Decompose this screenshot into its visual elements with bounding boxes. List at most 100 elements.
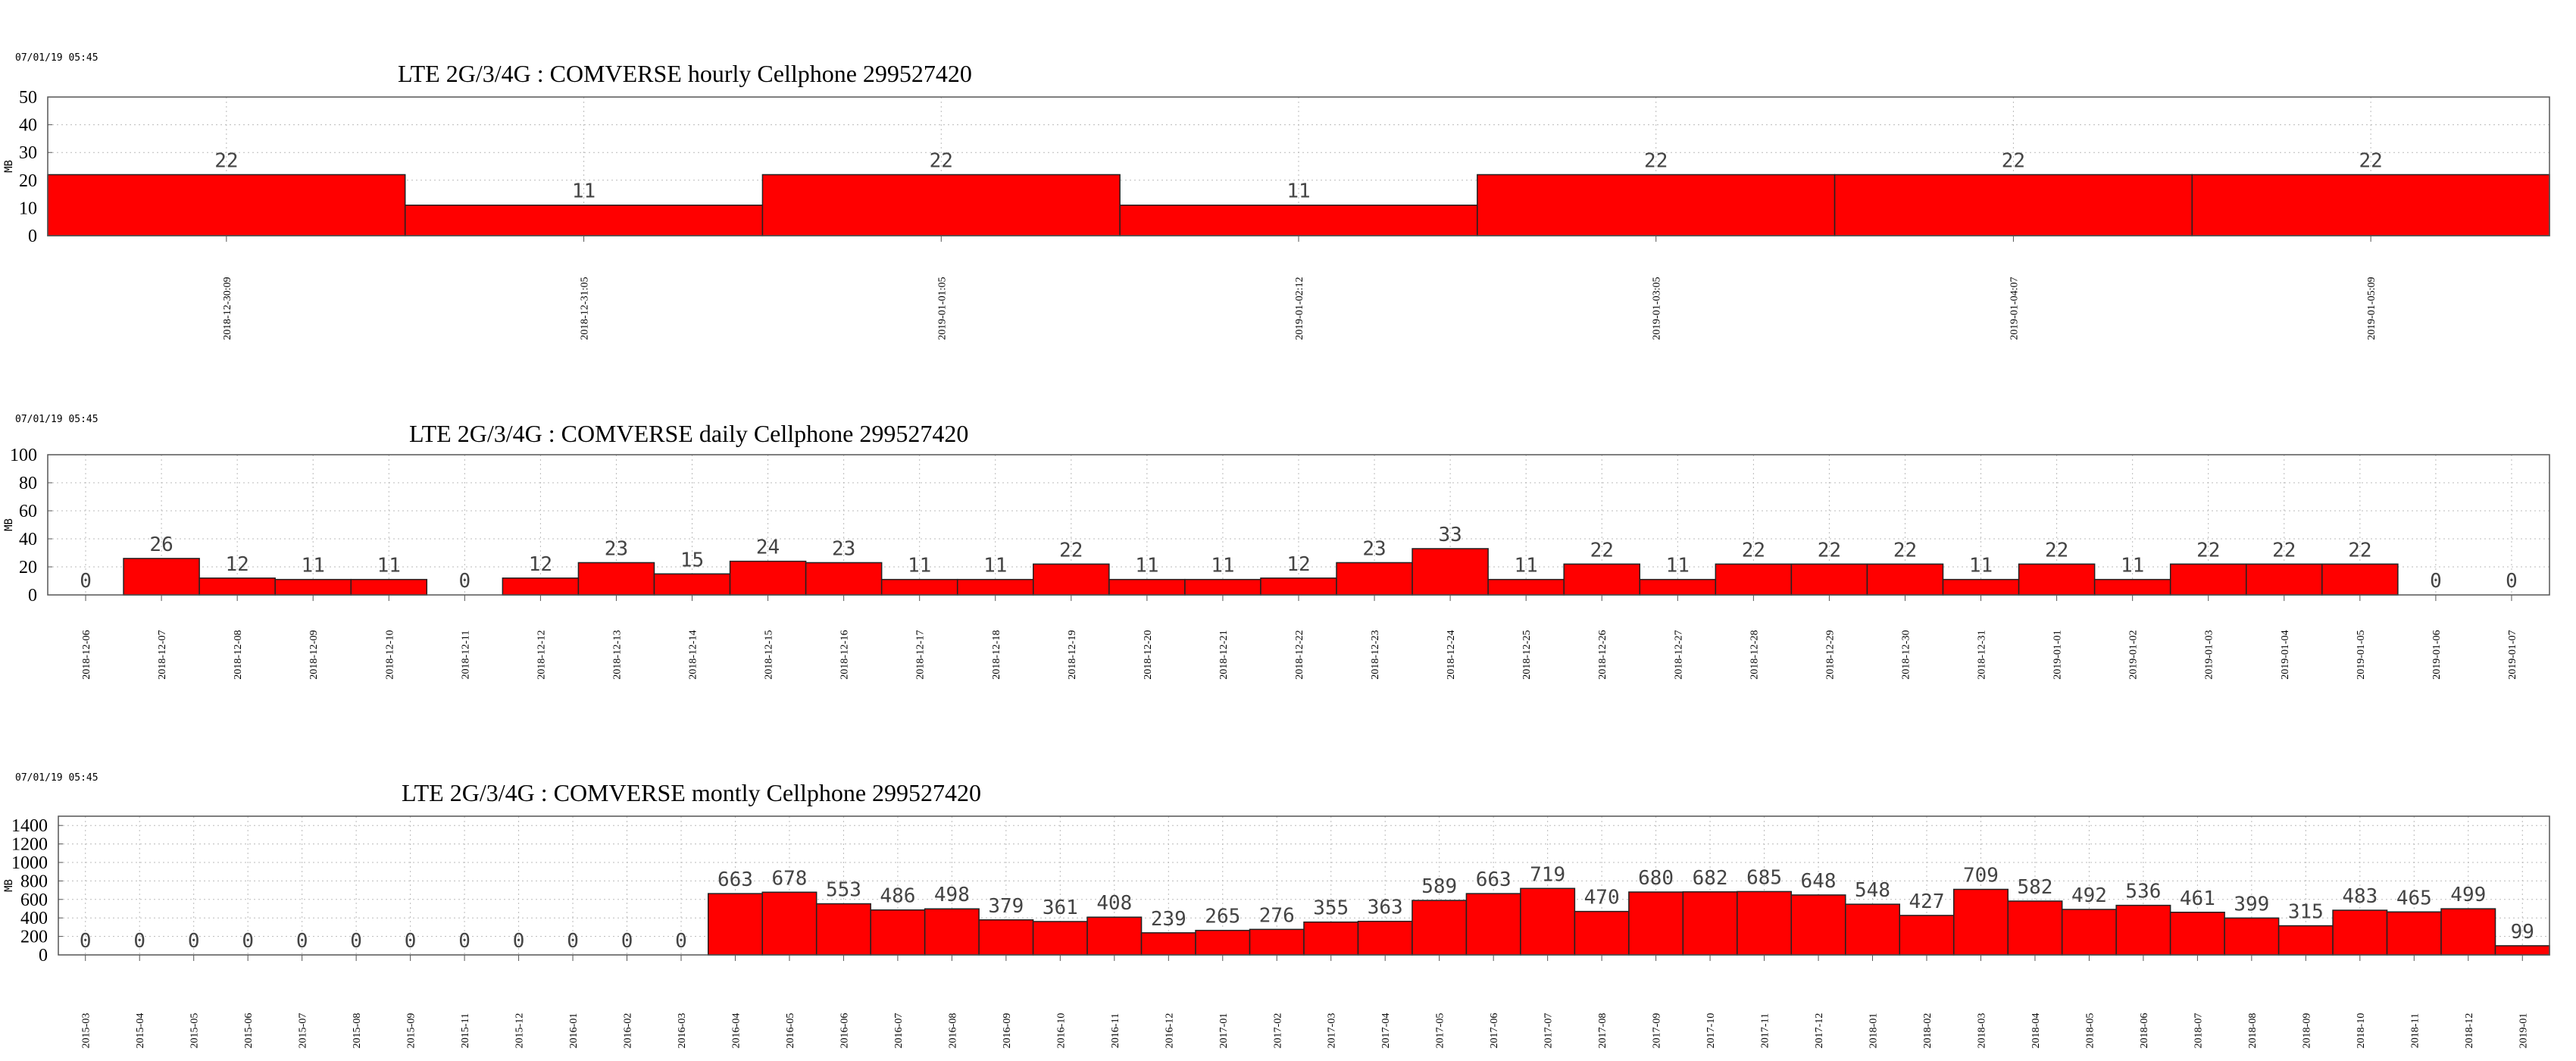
x-tick-label: 2018-02 [1922,1013,1934,1049]
x-tick-label: 2016-01 [568,1013,580,1049]
data-label: 11 [1135,555,1158,577]
x-tick-label: 2018-12-31:05 [580,277,591,340]
plot-frame [47,454,2550,596]
bar-2018-11 [2386,911,2442,956]
bar-2016-11 [1086,916,1143,956]
data-label: 0 [405,930,417,953]
x-tick-label: 2015-12 [514,1013,526,1049]
x-tick-label: 2017-02 [1272,1013,1283,1049]
data-label: 22 [2196,539,2220,562]
data-label: 265 [1205,906,1240,928]
bar-2017-11 [1737,890,1793,956]
bar-2017-02 [1249,928,1305,956]
x-tick-label: 2019-01-06 [2431,630,2443,679]
y-axis-label: MB [3,879,15,892]
x-tick-label: 2018-12-27 [1673,630,1684,679]
x-tick-label: 2018-12-29 [1824,630,1836,679]
bar-2017-09 [1628,891,1684,956]
x-tick-label: 2018-12-16 [839,630,851,679]
y-tick-label: 0 [28,227,37,246]
bar-2018-07 [2169,912,2225,956]
data-label: 11 [1515,555,1538,577]
bar-2017-12 [1790,894,1846,956]
chart-title: LTE 2G/3/4G : COMVERSE daily Cellphone 2… [409,420,968,447]
bar-2018-12-26 [1563,563,1641,596]
x-tick-label: 2015-07 [298,1013,309,1049]
x-tick-label: 2019-01-04:07 [2009,277,2020,340]
data-label: 719 [1530,863,1565,886]
x-tick-label: 2018-12-22 [1294,630,1305,679]
y-tick-label: 400 [20,909,48,928]
bar-2017-07 [1520,887,1576,956]
data-label: 0 [350,930,362,953]
data-label: 0 [458,930,470,953]
bar-2019-01-02:12 [1119,204,1478,236]
x-tick-label: 2018-12-14 [688,630,699,679]
bar-2018-12-22 [1260,577,1337,596]
x-tick-label: 2018-10 [2356,1013,2367,1049]
x-tick-label: 2018-08 [2247,1013,2259,1049]
y-tick-label: 1400 [11,816,48,836]
data-label: 11 [1286,180,1310,203]
x-tick-label: 2016-06 [839,1013,850,1049]
bar-2016-04 [707,893,763,956]
x-tick-label: 2015-04 [135,1013,146,1049]
y-tick-label: 40 [19,116,37,136]
x-tick-label: 2018-07 [2193,1013,2204,1049]
bar-2017-04 [1357,920,1413,956]
bar-2018-12-29 [1790,563,1868,596]
bar-2018-02 [1899,915,1955,956]
x-tick-label: 2018-12-19 [1067,630,1078,679]
x-tick-label: 2018-12-31 [1977,630,1988,679]
x-tick-label: 2018-12-24 [1446,630,1457,679]
x-tick-label: 2019-01-02 [2128,630,2140,679]
x-tick-label: 2018-12-21 [1218,630,1230,679]
bar-2016-08 [924,908,980,956]
data-label: 22 [2002,149,2025,172]
data-label: 26 [149,534,173,556]
x-tick-label: 2016-07 [893,1013,905,1049]
data-label: 239 [1151,908,1186,931]
data-label: 0 [567,930,579,953]
y-tick-label: 80 [19,474,37,493]
bar-2018-12-14 [653,573,731,596]
y-tick-label: 40 [19,530,37,549]
bar-2017-06 [1465,893,1521,956]
x-tick-label: 2018-12-13 [611,630,623,679]
bar-2018-12-30 [1866,563,1944,596]
bar-2018-12-21 [1184,578,1261,596]
bar-2017-01 [1195,929,1251,956]
data-label: 23 [605,537,628,560]
data-label: 0 [621,930,633,953]
data-label: 0 [242,930,254,953]
bar-2018-01 [1845,903,1901,956]
data-label: 99 [2511,921,2534,944]
bar-2019-01-04:07 [1834,174,2193,236]
data-label: 22 [2359,149,2382,172]
bar-2017-03 [1303,921,1359,956]
x-tick-label: 2019-01-02:12 [1294,277,1305,340]
data-label: 0 [2506,570,2518,593]
data-label: 22 [2348,539,2371,562]
data-label: 11 [2121,555,2144,577]
y-axis-label: MB [3,160,15,173]
data-label: 379 [988,895,1024,918]
chart-title: LTE 2G/3/4G : COMVERSE hourly Cellphone … [398,60,972,87]
y-tick-label: 20 [19,171,37,191]
data-label: 22 [2272,539,2296,562]
x-tick-label: 2018-12-15 [764,630,775,679]
x-tick-label: 2017-12 [1814,1013,1825,1049]
bar-2018-12-18 [956,578,1034,596]
data-label: 12 [529,553,552,576]
y-tick-label: 1200 [11,835,48,855]
x-tick-label: 2019-01-03 [2204,630,2215,679]
bar-2016-06 [815,903,871,956]
x-tick-label: 2018-12-06 [81,630,92,679]
data-label: 0 [188,930,200,953]
bar-2018-10 [2332,909,2388,956]
chart-panel-2: 07/01/19 05:45 LTE 2G/3/4G : COMVERSE dai… [3,414,2550,680]
x-tick-label: 2019-01-01:05 [936,277,948,340]
x-tick-label: 2017-09 [1652,1013,1663,1049]
x-tick-label: 2018-05 [2084,1013,2096,1049]
